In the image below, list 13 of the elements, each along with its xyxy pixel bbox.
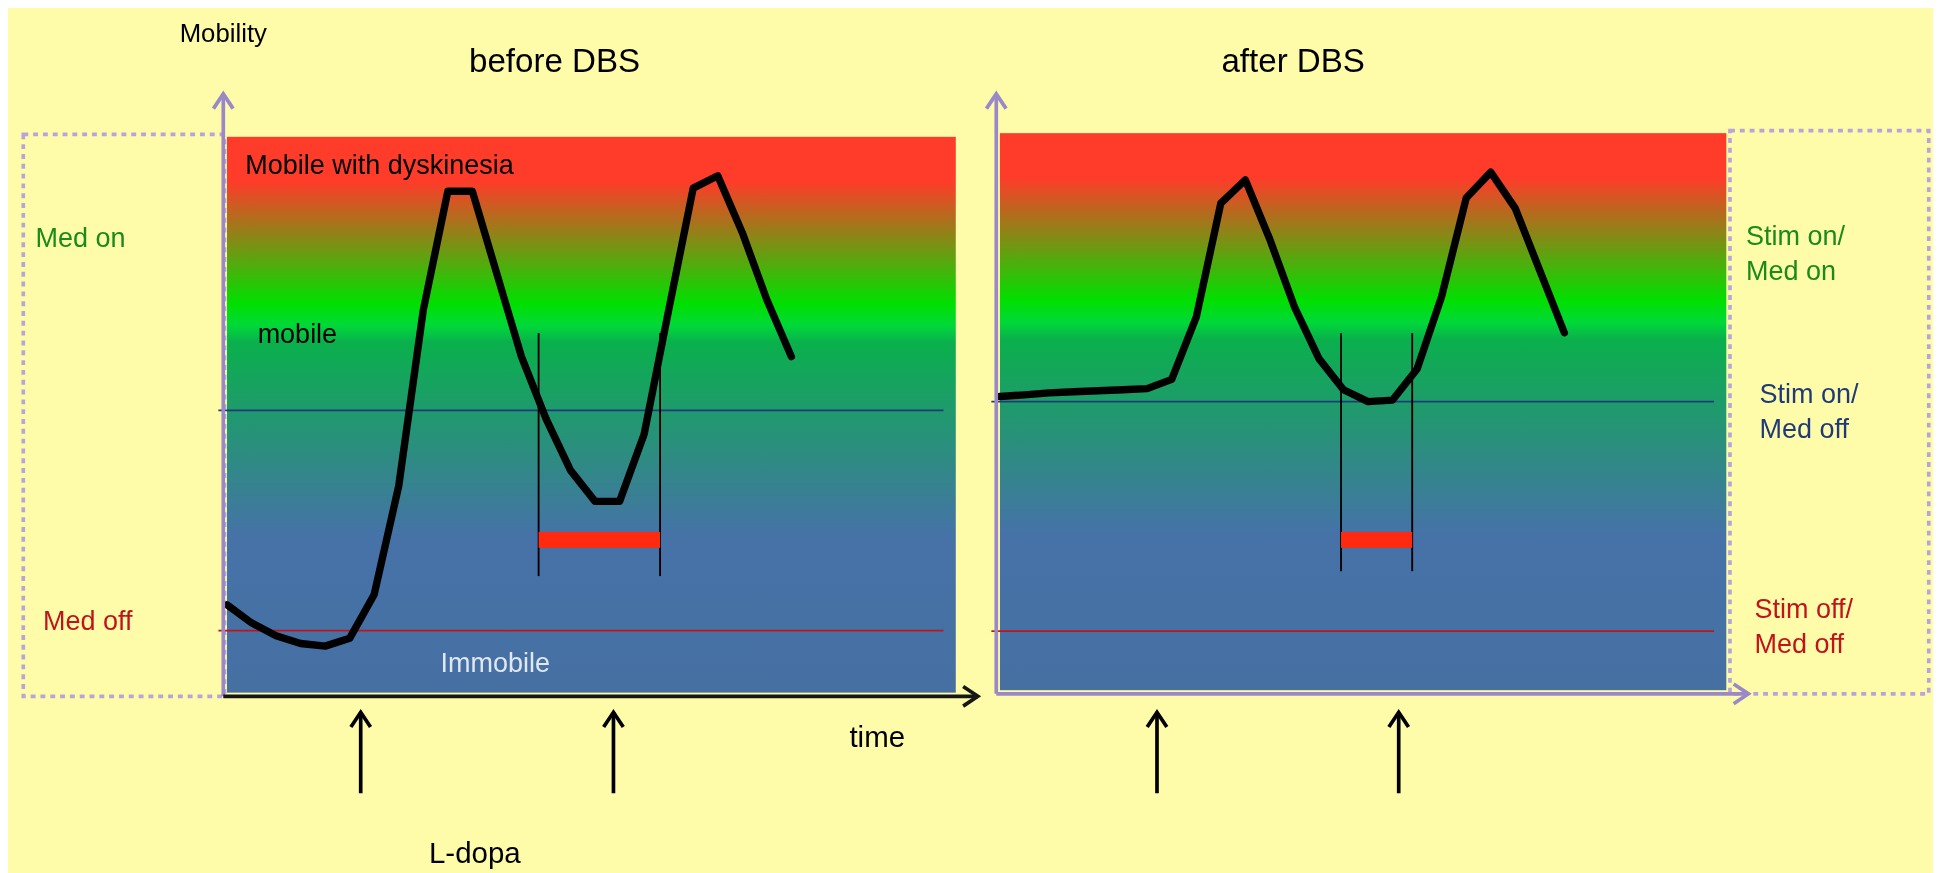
ref-line-label: Stim on/ Med off bbox=[1759, 379, 1859, 445]
ref-line-label: Med off bbox=[42, 606, 133, 637]
text: Stim on/ Med on bbox=[1745, 220, 1846, 286]
annotation: Mobile with dyskinesia bbox=[245, 149, 514, 180]
text: L-dopa bbox=[428, 836, 522, 870]
chart-title: after DBS bbox=[1221, 41, 1365, 79]
text: Med on bbox=[35, 223, 126, 254]
annotation: mobile bbox=[257, 318, 338, 349]
annotation: Immobile bbox=[440, 647, 550, 678]
x-axis-title: time bbox=[849, 719, 906, 753]
chart-title: before DBS bbox=[468, 41, 641, 79]
y-axis-title: Mobility bbox=[179, 19, 268, 48]
ref-line-label: Stim off/ Med off bbox=[1754, 593, 1854, 659]
